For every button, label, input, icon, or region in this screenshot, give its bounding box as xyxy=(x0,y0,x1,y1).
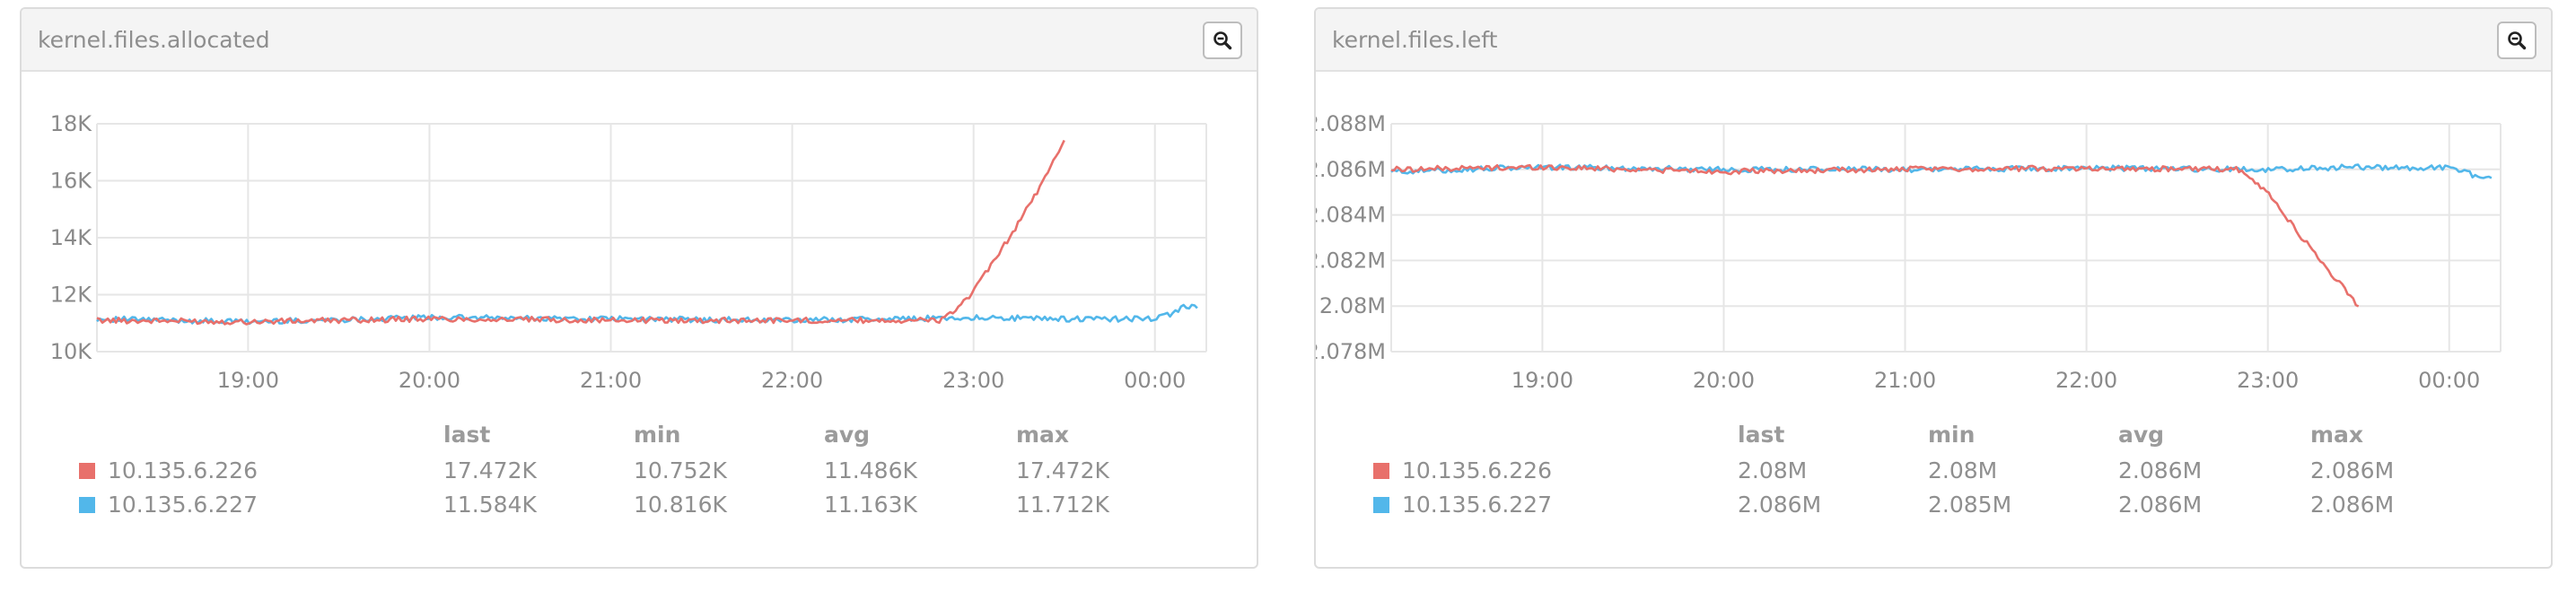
legend-value-min: 2.08M xyxy=(1928,457,1998,483)
legend-swatch xyxy=(1373,497,1389,513)
legend-series-name: 10.135.6.227 xyxy=(1402,492,1552,518)
legend-series-name: 10.135.6.227 xyxy=(108,492,258,518)
panel-kernel-files-allocated: kernel.files.allocated 10K 12K 14K 16K 18K 19… xyxy=(20,7,1258,569)
zoom-out-icon xyxy=(2508,31,2527,50)
legend-value-max: 2.086M xyxy=(2310,492,2395,518)
x-tick-label: 23:00 xyxy=(942,368,1004,393)
legend-value-avg: 2.086M xyxy=(2118,492,2203,518)
panel-title: kernel.files.left xyxy=(1332,27,1498,53)
legend-value-last: 2.08M xyxy=(1738,457,1808,483)
panel-kernel-files-left: kernel.files.left 2.078M 2.08M 2.082M 2.084… xyxy=(1314,7,2553,569)
legend-swatch xyxy=(79,497,95,513)
y-tick-label: 2.082M xyxy=(1316,248,1386,273)
zoom-out-button[interactable] xyxy=(1203,22,1242,59)
x-tick-label: 21:00 xyxy=(1874,368,1936,393)
x-tick-label: 19:00 xyxy=(217,368,279,393)
legend-value-avg: 2.086M xyxy=(2118,457,2203,483)
legend-value-avg: 11.163K xyxy=(824,492,917,518)
y-tick-label: 16K xyxy=(50,169,93,194)
legend-value-last: 11.584K xyxy=(443,492,537,518)
line-chart: 10K 12K 14K 16K 18K 19:00 20:00 21:00 22:00 23:00… xyxy=(50,111,1207,393)
panel-title: kernel.files.allocated xyxy=(38,27,270,53)
zoom-out-icon xyxy=(1214,31,1232,50)
legend-series-name: 10.135.6.226 xyxy=(108,457,258,483)
legend-series-name: 10.135.6.226 xyxy=(1402,457,1552,483)
legend-value-last: 17.472K xyxy=(443,457,537,483)
legend-value-avg: 11.486K xyxy=(824,457,917,483)
legend-header-last: last xyxy=(443,422,491,448)
x-tick-label: 19:00 xyxy=(1511,368,1573,393)
x-tick-label: 00:00 xyxy=(2418,368,2480,393)
legend-value-min: 2.085M xyxy=(1928,492,2012,518)
series-line-10.135.6.226 xyxy=(96,139,1065,326)
x-tick-label: 20:00 xyxy=(399,368,460,393)
y-tick-label: 2.086M xyxy=(1316,157,1386,182)
y-tick-label: 2.078M xyxy=(1316,339,1386,364)
y-tick-label: 10K xyxy=(50,339,93,364)
legend-header-avg: avg xyxy=(2118,422,2165,448)
x-tick-label: 23:00 xyxy=(2237,368,2299,393)
x-tick-label: 22:00 xyxy=(2055,368,2117,393)
legend-value-last: 2.086M xyxy=(1738,492,1822,518)
legend-value-min: 10.816K xyxy=(634,492,727,518)
series-line-10.135.6.226 xyxy=(1390,163,2360,308)
y-tick-label: 12K xyxy=(50,283,93,308)
y-tick-label: 2.084M xyxy=(1316,203,1386,228)
series-line-10.135.6.227 xyxy=(96,303,1198,326)
legend-value-max: 17.472K xyxy=(1016,457,1109,483)
x-tick-label: 00:00 xyxy=(1124,368,1186,393)
legend-value-max: 11.712K xyxy=(1016,492,1109,518)
legend-header-max: max xyxy=(2310,422,2364,448)
y-tick-label: 14K xyxy=(50,225,93,250)
legend-value-max: 2.086M xyxy=(2310,457,2395,483)
legend-header-last: last xyxy=(1738,422,1785,448)
legend-header-min: min xyxy=(634,422,681,448)
zoom-out-button[interactable] xyxy=(2497,22,2537,59)
x-tick-label: 22:00 xyxy=(761,368,823,393)
panel-header: kernel.files.allocated xyxy=(22,9,1257,72)
legend-header-min: min xyxy=(1928,422,1976,448)
legend-swatch xyxy=(1373,463,1389,479)
line-chart: 2.078M 2.08M 2.082M 2.084M 2.086M 2.088M 19:00… xyxy=(1316,111,2502,393)
legend-header-avg: avg xyxy=(824,422,871,448)
y-tick-label: 18K xyxy=(50,111,93,136)
x-tick-label: 21:00 xyxy=(580,368,642,393)
x-tick-label: 20:00 xyxy=(1693,368,1755,393)
legend-swatch xyxy=(79,463,95,479)
y-tick-label: 2.088M xyxy=(1316,111,1386,136)
legend-header-max: max xyxy=(1016,422,1070,448)
y-tick-label: 2.08M xyxy=(1319,293,1386,318)
legend-value-min: 10.752K xyxy=(634,457,727,483)
panel-header: kernel.files.left xyxy=(1316,9,2551,72)
